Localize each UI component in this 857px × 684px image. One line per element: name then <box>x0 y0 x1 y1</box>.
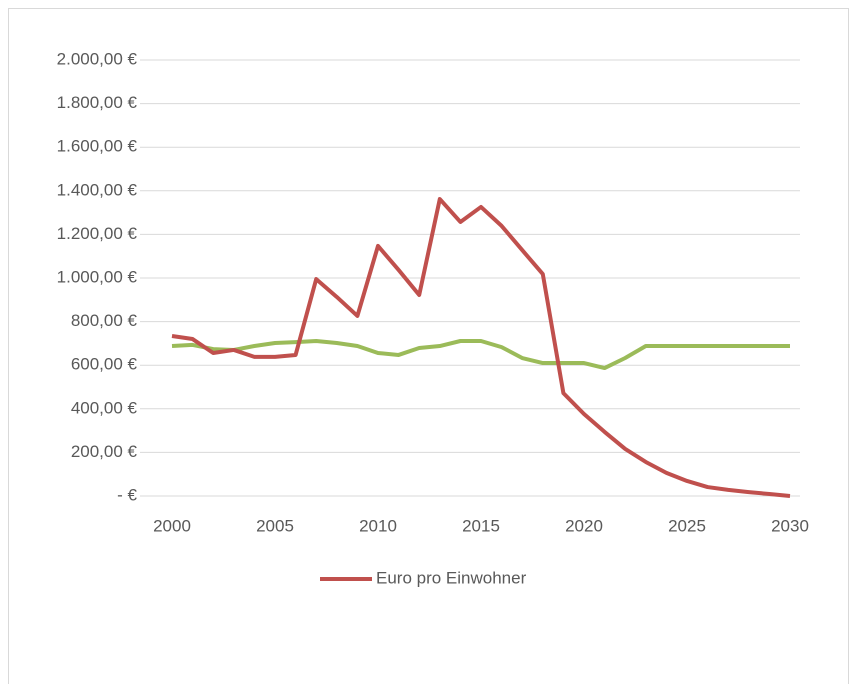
y-tick-label: 600,00 € <box>71 355 138 374</box>
y-tick-label: 1.800,00 € <box>57 93 138 112</box>
y-tick-label: 200,00 € <box>71 442 138 461</box>
y-tick-label: 800,00 € <box>71 311 138 330</box>
y-tick-label: - € <box>117 485 137 504</box>
x-tick-label: 2015 <box>462 516 500 535</box>
series-line <box>171 339 790 371</box>
x-tick-label: 2030 <box>771 516 809 535</box>
y-tick-label: 1.200,00 € <box>57 224 138 243</box>
y-tick-label: 2.000,00 € <box>57 49 138 68</box>
y-tick-label: 1.600,00 € <box>57 137 138 156</box>
x-tick-label: 2005 <box>256 516 294 535</box>
y-tick-label: 1.400,00 € <box>57 180 138 199</box>
y-tick-label: 400,00 € <box>71 398 138 417</box>
x-tick-label: 2010 <box>359 516 397 535</box>
x-tick-label: 2000 <box>153 516 191 535</box>
x-tick-label: 2020 <box>565 516 603 535</box>
series-line <box>171 197 791 498</box>
y-tick-label: 1.000,00 € <box>57 267 138 286</box>
x-tick-label: 2025 <box>668 516 706 535</box>
legend-label: Euro pro Einwohner <box>376 568 527 587</box>
